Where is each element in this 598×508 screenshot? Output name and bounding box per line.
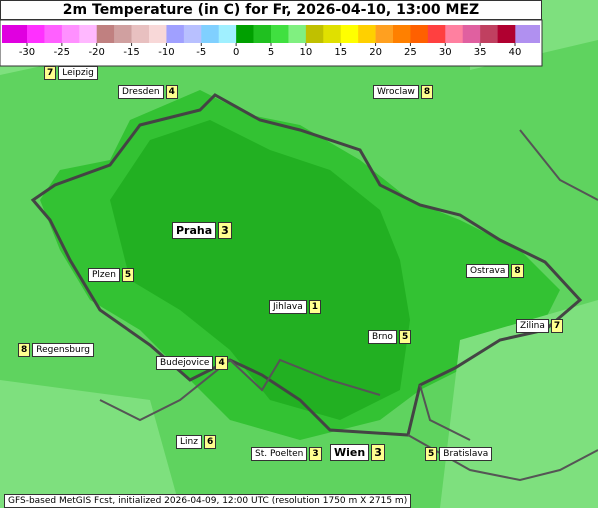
- city-value: 3: [371, 444, 385, 461]
- colorbar-segment: [61, 25, 80, 43]
- colorbar-segment: [427, 25, 446, 43]
- colorbar-segment: [271, 25, 289, 43]
- city-value: 4: [215, 356, 228, 370]
- city-value: 6: [203, 435, 217, 449]
- colorbar-segment: [253, 25, 272, 43]
- colorbar-segment: [445, 25, 464, 43]
- colorbar-tick-label: 20: [369, 47, 382, 58]
- city-value: 3: [218, 222, 232, 239]
- colorbar-segment: [288, 25, 307, 43]
- colorbar-segment: [462, 25, 481, 43]
- colorbar-segment: [497, 25, 516, 43]
- colorbar-tick-label: -5: [196, 47, 206, 58]
- colorbar-segment: [201, 25, 220, 43]
- city-value: 5: [425, 447, 438, 461]
- city-value: 5: [398, 330, 412, 344]
- colorbar-segment: [44, 25, 63, 43]
- city-value: 7: [44, 66, 57, 80]
- city-name: Regensburg: [32, 343, 94, 357]
- city-name: St. Poelten: [251, 447, 308, 461]
- city-label: Jihlava 1: [269, 300, 321, 314]
- city-value: 8: [18, 343, 31, 357]
- colorbar-low: [2, 25, 27, 43]
- city-value: 3: [309, 447, 322, 461]
- colorbar-segment: [358, 25, 376, 43]
- city-name: Ostrava: [466, 264, 510, 278]
- colorbar-tick-label: 35: [474, 47, 487, 58]
- city-name: Linz: [176, 435, 202, 449]
- city-name: Budejovice: [156, 356, 214, 370]
- colorbar-segment: [305, 25, 324, 43]
- city-label: Dresden 4: [118, 85, 178, 99]
- colorbar-tick-label: 10: [299, 47, 312, 58]
- colorbar-tick-label: 15: [334, 47, 347, 58]
- city-name: Wroclaw: [373, 85, 419, 99]
- title: 2m Temperature (in C) for Fr, 2026-04-10…: [0, 0, 542, 20]
- city-name: Leipzig: [58, 66, 98, 80]
- city-name: Bratislava: [439, 447, 493, 461]
- city-name: Praha: [172, 222, 217, 239]
- city-name: Jihlava: [269, 300, 307, 314]
- colorbar-segment: [96, 25, 115, 43]
- colorbar-segment: [149, 25, 167, 43]
- city-value: 7: [550, 319, 564, 333]
- colorbar-segment: [131, 25, 150, 43]
- colorbar-segment: [410, 25, 429, 43]
- region-core: [110, 120, 410, 420]
- city-label: Wien 3: [330, 444, 385, 461]
- city-label: Budejovice 4: [156, 356, 228, 370]
- city-name: Wien: [330, 444, 370, 461]
- colorbar-tick-label: 0: [233, 47, 239, 58]
- colorbar-segment: [79, 25, 98, 43]
- city-name: Dresden: [118, 85, 164, 99]
- city-name: Brno: [368, 330, 397, 344]
- city-value: 8: [420, 85, 434, 99]
- city-label: Plzen 5: [88, 268, 135, 282]
- colorbar-tick-label: 5: [268, 47, 274, 58]
- city-label: Praha 3: [172, 222, 232, 239]
- city-label: 7 Leipzig: [44, 66, 98, 80]
- city-name: Zilina: [516, 319, 549, 333]
- city-label: Ostrava 8: [466, 264, 524, 278]
- colorbar-segment: [375, 25, 394, 43]
- colorbar-segment: [114, 25, 132, 43]
- city-label: Wroclaw 8: [373, 85, 434, 99]
- colorbar-segment: [27, 25, 45, 43]
- city-value: 5: [121, 268, 135, 282]
- colorbar-segment: [340, 25, 359, 43]
- colorbar-segment: [323, 25, 342, 43]
- city-label: Linz 6: [176, 435, 217, 449]
- colorbar-tick-label: -10: [158, 47, 174, 58]
- colorbar-tick-label: -30: [19, 47, 35, 58]
- colorbar-tick-label: 30: [439, 47, 452, 58]
- colorbar-segment: [393, 25, 411, 43]
- colorbar-tick-label: -20: [89, 47, 105, 58]
- colorbar-segment: [183, 25, 202, 43]
- colorbar-tick-label: -15: [123, 47, 139, 58]
- city-value: 1: [308, 300, 321, 314]
- city-label: St. Poelten 3: [251, 447, 322, 461]
- city-label: 5 Bratislava: [425, 447, 493, 461]
- colorbar-segment: [480, 25, 498, 43]
- colorbar-segment: [236, 25, 254, 43]
- city-label: 8 Regensburg: [18, 343, 94, 357]
- country-border: [99, 129, 598, 482]
- colorbar-tick-label: -25: [54, 47, 70, 58]
- city-value: 8: [511, 264, 524, 278]
- colorbar-segment: [166, 25, 185, 43]
- country-border: [30, 93, 583, 437]
- city-label: Brno 5: [368, 330, 412, 344]
- colorbar-high: [515, 25, 540, 43]
- city-label: Zilina 7: [516, 319, 564, 333]
- city-value: 4: [165, 85, 178, 99]
- city-name: Plzen: [88, 268, 120, 282]
- colorbar-segment: [218, 25, 237, 43]
- footer: GFS-based MetGIS Fcst, initialized 2026-…: [4, 494, 412, 508]
- colorbar-tick-label: 25: [404, 47, 417, 58]
- colorbar: -30 -25 -20 -15 -10 -5 0 5 10 15 20 25 30 35 40: [0, 19, 543, 67]
- colorbar-tick-label: 40: [509, 47, 522, 58]
